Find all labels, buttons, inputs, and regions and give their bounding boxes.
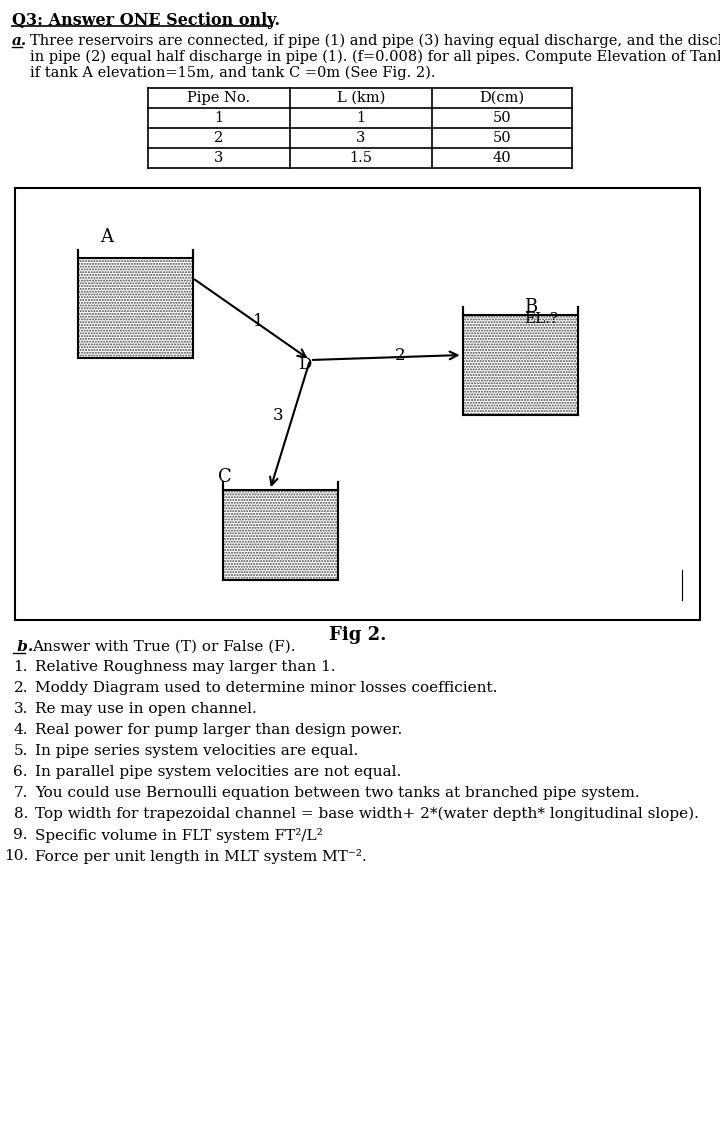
Text: Specific volume in FLT system FT²/L²: Specific volume in FLT system FT²/L²	[35, 828, 323, 843]
Text: Force per unit length in MLT system MT⁻².: Force per unit length in MLT system MT⁻²…	[35, 849, 366, 864]
Text: if tank A elevation=15m, and tank C =0m (See Fig. 2).: if tank A elevation=15m, and tank C =0m …	[30, 67, 436, 80]
Text: In parallel pipe system velocities are not equal.: In parallel pipe system velocities are n…	[35, 765, 401, 779]
Text: 7.: 7.	[14, 786, 28, 800]
Text: Pipe No.: Pipe No.	[187, 91, 251, 105]
Text: 4.: 4.	[14, 723, 28, 737]
Bar	[78, 258, 192, 358]
Text: Relative Roughness may larger than 1.: Relative Roughness may larger than 1.	[35, 660, 336, 675]
Text: In pipe series system velocities are equal.: In pipe series system velocities are equ…	[35, 744, 359, 758]
Text: 3.: 3.	[14, 702, 28, 716]
Text: L (km): L (km)	[337, 91, 385, 105]
Text: EL.?: EL.?	[524, 312, 558, 326]
Text: 40: 40	[492, 151, 511, 165]
Text: 6.: 6.	[14, 765, 28, 779]
Text: D(cm): D(cm)	[480, 91, 525, 105]
Text: 2: 2	[395, 346, 405, 363]
Text: D: D	[298, 356, 311, 373]
Text: Moddy Diagram used to determine minor losses coefficient.: Moddy Diagram used to determine minor lo…	[35, 681, 498, 695]
Text: 3: 3	[215, 151, 224, 165]
Text: b.: b.	[12, 640, 33, 654]
Text: 1.: 1.	[14, 660, 28, 675]
Text: Answer with True (T) or False (F).: Answer with True (T) or False (F).	[32, 640, 295, 654]
Text: 50: 50	[492, 111, 511, 125]
Text: 5.: 5.	[14, 744, 28, 758]
Text: You could use Bernoulli equation between two tanks at branched pipe system.: You could use Bernoulli equation between…	[35, 786, 639, 800]
Bar	[222, 490, 338, 580]
Text: 3: 3	[356, 131, 366, 146]
Text: Q3: Answer ONE Section only.: Q3: Answer ONE Section only.	[12, 12, 280, 29]
Text: 9.: 9.	[14, 828, 28, 841]
Text: 1: 1	[356, 111, 366, 125]
Text: 3: 3	[273, 406, 283, 423]
Text: 8.: 8.	[14, 807, 28, 821]
Bar	[15, 188, 700, 620]
Text: 10.: 10.	[4, 849, 28, 863]
Text: Re may use in open channel.: Re may use in open channel.	[35, 702, 257, 716]
Text: C: C	[218, 468, 232, 486]
Text: 1.5: 1.5	[349, 151, 372, 165]
Text: Fig 2.: Fig 2.	[329, 626, 386, 644]
Text: Top width for trapezoidal channel = base width+ 2*(water depth* longitudinal slo: Top width for trapezoidal channel = base…	[35, 807, 699, 821]
Text: A: A	[100, 228, 113, 246]
Text: 1: 1	[253, 314, 264, 331]
Text: a.: a.	[12, 34, 27, 49]
Bar	[462, 315, 577, 415]
Text: 2: 2	[215, 131, 224, 146]
Text: B: B	[524, 298, 537, 316]
Text: 2.: 2.	[14, 681, 28, 695]
Text: Three reservoirs are connected, if pipe (1) and pipe (3) having equal discharge,: Three reservoirs are connected, if pipe …	[30, 34, 720, 49]
Text: 1: 1	[215, 111, 224, 125]
Text: Real power for pump larger than design power.: Real power for pump larger than design p…	[35, 723, 402, 737]
Text: in pipe (2) equal half discharge in pipe (1). (f=0.008) for all pipes. Compute E: in pipe (2) equal half discharge in pipe…	[30, 50, 720, 64]
Text: 50: 50	[492, 131, 511, 146]
